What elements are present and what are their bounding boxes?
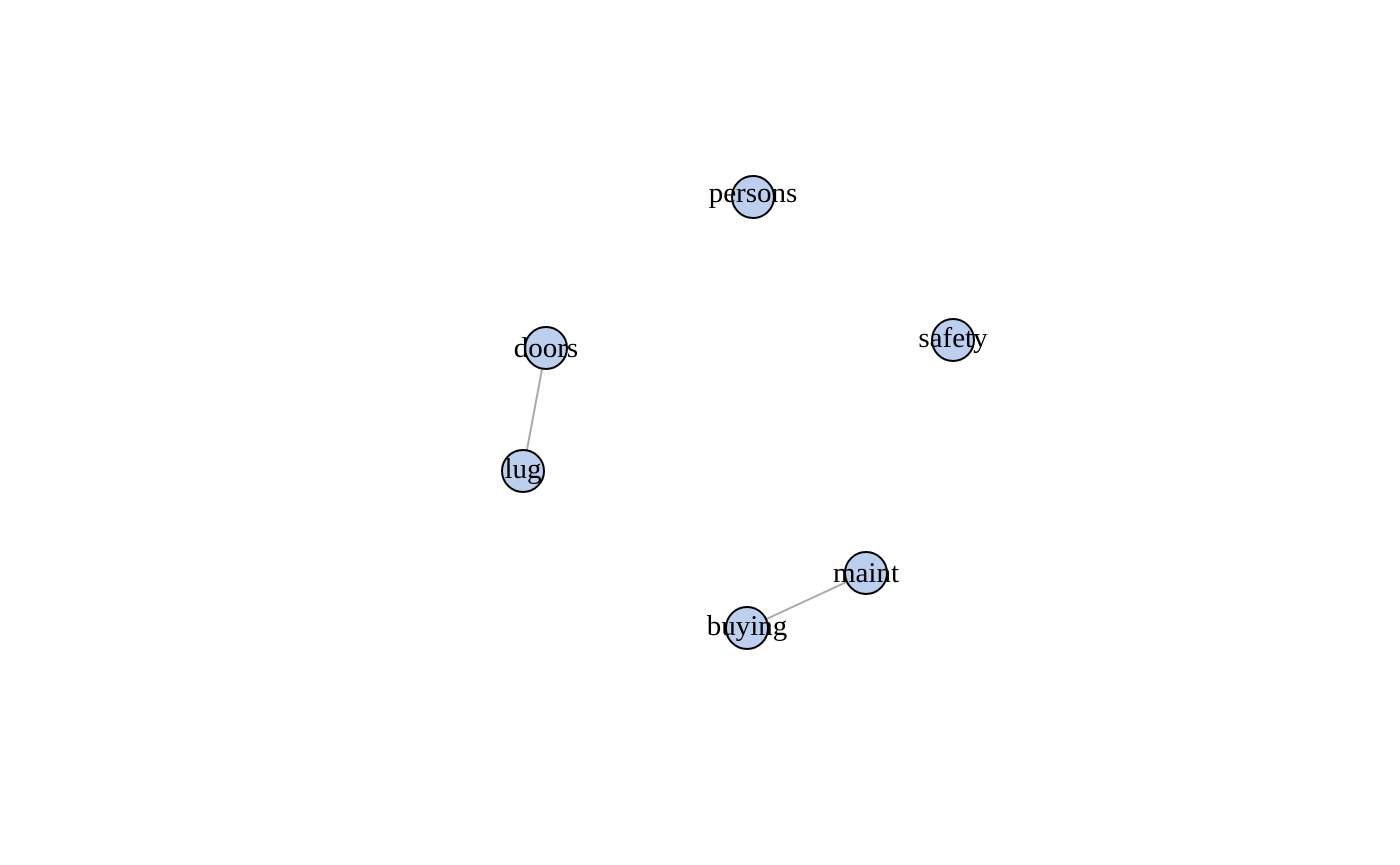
node-persons: persons <box>709 175 798 219</box>
node-persons-circle <box>731 175 775 219</box>
node-lug: lug <box>501 449 545 493</box>
node-safety-circle <box>931 318 975 362</box>
node-maint: maint <box>833 551 899 595</box>
node-doors: doors <box>514 326 578 370</box>
node-doors-circle <box>524 326 568 370</box>
node-safety-label: safety <box>918 322 988 354</box>
node-lug-label: lug <box>504 453 541 485</box>
node-lug-circle <box>501 449 545 493</box>
node-buying-label: buying <box>707 610 788 642</box>
node-maint-label: maint <box>833 557 899 589</box>
node-buying-circle <box>725 606 769 650</box>
node-persons-label: persons <box>709 177 798 209</box>
nodes-layer: persons doors safety lug maint buying <box>501 175 988 650</box>
edges-layer <box>522 347 867 629</box>
node-buying: buying <box>707 606 788 650</box>
node-doors-label: doors <box>514 332 578 364</box>
node-maint-circle <box>844 551 888 595</box>
node-safety: safety <box>918 318 988 362</box>
